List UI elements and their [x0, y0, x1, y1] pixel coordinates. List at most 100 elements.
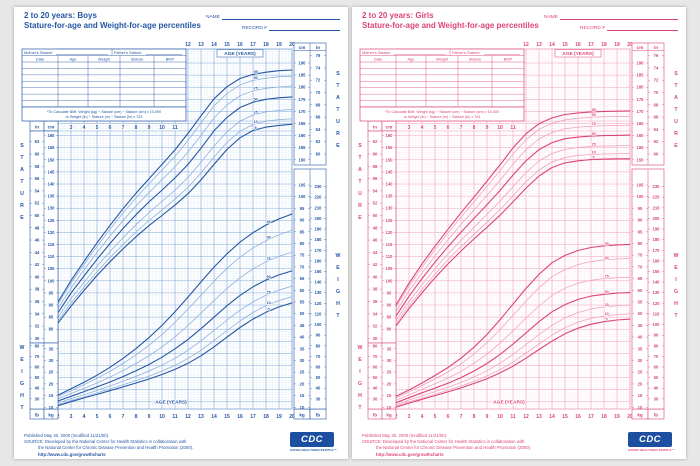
page-subtitle: Stature-for-age and Weight-for-age perce… — [24, 21, 201, 30]
svg-text:180: 180 — [299, 85, 307, 90]
record-field[interactable]: RECORD # — [242, 25, 340, 31]
svg-text:155: 155 — [386, 145, 394, 150]
svg-text:140: 140 — [48, 182, 56, 187]
svg-text:80: 80 — [638, 241, 643, 246]
svg-text:16: 16 — [575, 414, 581, 420]
svg-text:80: 80 — [49, 327, 54, 332]
svg-text:U: U — [20, 191, 24, 197]
svg-text:E: E — [20, 215, 24, 221]
svg-text:190: 190 — [637, 61, 645, 66]
svg-text:30: 30 — [654, 396, 659, 401]
svg-text:A: A — [20, 167, 24, 173]
svg-text:7: 7 — [460, 414, 463, 420]
name-field[interactable]: NAME — [544, 14, 678, 20]
svg-text:7: 7 — [122, 414, 125, 420]
svg-text:W: W — [20, 345, 25, 351]
svg-text:62: 62 — [373, 139, 378, 144]
record-blank-line[interactable] — [268, 25, 340, 31]
svg-text:5: 5 — [434, 125, 437, 131]
svg-text:W: W — [336, 253, 341, 259]
svg-text:70: 70 — [638, 264, 643, 269]
svg-text:85: 85 — [387, 315, 392, 320]
svg-text:46: 46 — [35, 238, 40, 243]
svg-text:*To Calculate BMI: Weight (kg): *To Calculate BMI: Weight (kg) ÷ Stature… — [385, 110, 499, 114]
svg-text:in: in — [316, 45, 320, 50]
svg-text:66: 66 — [316, 115, 321, 120]
svg-text:T: T — [20, 155, 24, 161]
svg-text:80: 80 — [654, 343, 659, 348]
svg-text:105: 105 — [299, 183, 307, 188]
svg-text:13: 13 — [536, 42, 542, 48]
svg-text:T: T — [336, 83, 340, 89]
svg-text:Mother's Stature: Mother's Stature — [362, 50, 390, 55]
svg-text:11: 11 — [510, 125, 516, 131]
name-label: NAME — [206, 15, 220, 20]
svg-text:165: 165 — [299, 121, 307, 126]
name-blank-line[interactable] — [221, 14, 340, 20]
svg-text:5: 5 — [96, 414, 99, 420]
svg-text:40: 40 — [638, 335, 643, 340]
svg-text:54: 54 — [35, 188, 40, 193]
source-line-2: the National Center for Chronic Disease … — [376, 445, 532, 451]
svg-text:105: 105 — [637, 183, 645, 188]
svg-text:20: 20 — [49, 381, 54, 386]
svg-text:25: 25 — [638, 370, 643, 375]
svg-text:19: 19 — [276, 42, 282, 48]
svg-text:Father's Stature: Father's Stature — [452, 50, 480, 55]
record-field[interactable]: RECORD # — [580, 25, 678, 31]
svg-text:16: 16 — [237, 414, 243, 420]
page-title: 2 to 20 years: Boys — [24, 11, 97, 20]
svg-text:BMI*: BMI* — [166, 56, 175, 61]
published-line: Published May 30, 2000 (modified 11/21/0… — [362, 433, 448, 438]
svg-text:95: 95 — [604, 242, 608, 246]
svg-text:cm: cm — [48, 125, 55, 130]
svg-text:25: 25 — [300, 370, 305, 375]
svg-text:10: 10 — [253, 120, 257, 124]
svg-text:I: I — [337, 277, 339, 283]
svg-text:or Weight (lb) ÷ Stature (in): or Weight (lb) ÷ Stature (in) ÷ Stature … — [66, 115, 143, 119]
cdc-logo: CDC SAFER•HEALTHIER•PEOPLE™ — [290, 432, 337, 452]
svg-text:64: 64 — [654, 127, 659, 132]
svg-text:90: 90 — [266, 236, 270, 240]
svg-text:12: 12 — [185, 42, 191, 48]
svg-text:or Weight (lb) ÷ Stature (in): or Weight (lb) ÷ Stature (in) ÷ Stature … — [404, 115, 481, 119]
svg-text:130: 130 — [315, 290, 323, 295]
svg-text:115: 115 — [386, 242, 393, 247]
record-blank-line[interactable] — [606, 25, 678, 31]
svg-text:14: 14 — [549, 42, 555, 48]
cdc-url[interactable]: http://www.cdc.gov/growthcharts — [38, 451, 106, 457]
svg-text:5: 5 — [593, 156, 595, 160]
svg-text:15: 15 — [49, 393, 54, 398]
svg-text:180: 180 — [637, 85, 645, 90]
svg-text:210: 210 — [315, 205, 323, 210]
svg-text:AGE (YEARS): AGE (YEARS) — [224, 51, 256, 57]
svg-text:170: 170 — [653, 248, 661, 253]
svg-text:100: 100 — [299, 194, 307, 199]
name-field[interactable]: NAME — [206, 14, 340, 20]
svg-text:20: 20 — [300, 381, 305, 386]
svg-text:40: 40 — [373, 386, 378, 391]
svg-text:40: 40 — [300, 335, 305, 340]
svg-text:T: T — [674, 313, 678, 319]
svg-text:50: 50 — [373, 375, 378, 380]
svg-text:48: 48 — [35, 225, 40, 230]
svg-text:120: 120 — [315, 301, 323, 306]
svg-text:60: 60 — [638, 288, 643, 293]
cdc-logo: CDC SAFER•HEALTHIER•PEOPLE™ — [628, 432, 675, 452]
cdc-url[interactable]: http://www.cdc.gov/growthcharts — [376, 451, 444, 457]
svg-text:185: 185 — [637, 73, 645, 78]
footer-text: Published May 30, 2000 (modified 11/21/0… — [362, 433, 531, 458]
svg-text:W: W — [358, 345, 363, 351]
svg-text:80: 80 — [373, 343, 378, 348]
svg-text:150: 150 — [637, 157, 645, 162]
svg-text:58: 58 — [35, 164, 40, 169]
svg-text:105: 105 — [48, 266, 56, 271]
svg-text:62: 62 — [316, 139, 321, 144]
svg-text:95: 95 — [300, 206, 305, 211]
svg-text:36: 36 — [373, 299, 378, 304]
svg-text:10: 10 — [604, 312, 608, 316]
svg-text:13: 13 — [198, 414, 204, 420]
name-blank-line[interactable] — [559, 14, 678, 20]
svg-text:72: 72 — [654, 78, 659, 83]
svg-text:90: 90 — [253, 76, 257, 80]
